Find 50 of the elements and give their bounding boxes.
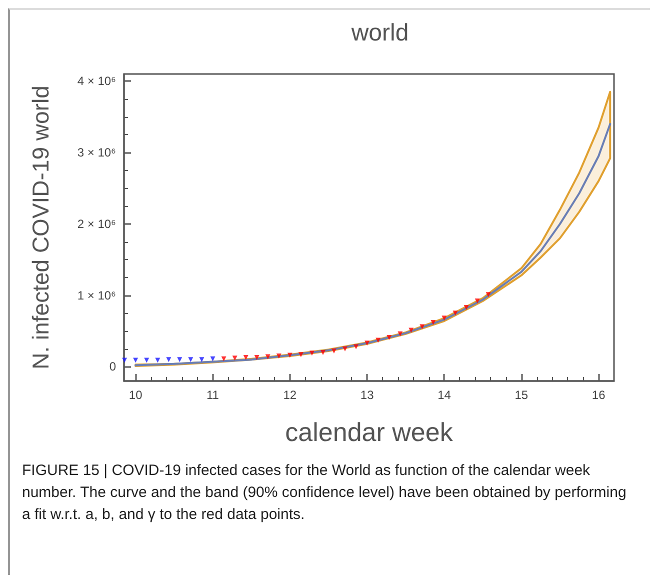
point	[177, 357, 182, 362]
point	[474, 298, 480, 304]
point	[122, 358, 128, 363]
point	[232, 356, 238, 361]
point	[199, 357, 204, 362]
point	[354, 344, 359, 350]
point	[376, 338, 381, 343]
point	[188, 357, 194, 362]
y-axis-title: N. infected COVID-19 world	[28, 86, 54, 370]
point	[320, 350, 326, 355]
x-tick-label: 11	[206, 388, 220, 402]
x-tick-label: 12	[283, 388, 297, 402]
point	[221, 356, 226, 362]
point	[144, 358, 150, 363]
y-tick-label: 4 × 10⁶	[77, 74, 116, 88]
point	[309, 350, 314, 356]
point	[430, 320, 436, 325]
point	[420, 324, 425, 330]
point	[408, 328, 414, 333]
y-tick-label: 3 × 10⁶	[77, 146, 116, 160]
point	[243, 354, 248, 360]
x-axis-title: calendar week	[285, 417, 454, 447]
point	[276, 354, 282, 359]
point	[287, 352, 292, 358]
point	[442, 316, 447, 321]
point	[452, 310, 458, 316]
caption: FIGURE 15 | COVID-19 infected cases for the World as function of the calendar week number. The curve and the band (90% confidence level) have been obtained by performing a fit w.r.t. a, b, and γ to the red data points.	[22, 461, 628, 525]
x-tick-label: 13	[360, 388, 374, 402]
point	[364, 340, 370, 346]
point	[398, 331, 403, 336]
point	[464, 304, 469, 310]
point	[210, 356, 216, 362]
y-tick-label: 0	[109, 360, 116, 374]
point	[342, 346, 348, 352]
point	[166, 357, 172, 362]
x-tick-label: 15	[514, 388, 528, 402]
x-tick-label: 14	[438, 388, 452, 402]
y-tick-label: 1 × 10⁶	[77, 288, 116, 302]
point	[386, 334, 392, 340]
y-tick-label: 2 × 10⁶	[77, 216, 116, 231]
point	[254, 354, 260, 360]
x-tick-label: 16	[592, 388, 606, 402]
point	[331, 348, 336, 354]
point	[298, 352, 304, 358]
chart-title: world	[350, 20, 409, 46]
point	[155, 358, 160, 363]
x-tick-label: 10	[128, 388, 143, 402]
point	[265, 354, 270, 360]
point	[486, 292, 491, 298]
point	[133, 358, 138, 363]
